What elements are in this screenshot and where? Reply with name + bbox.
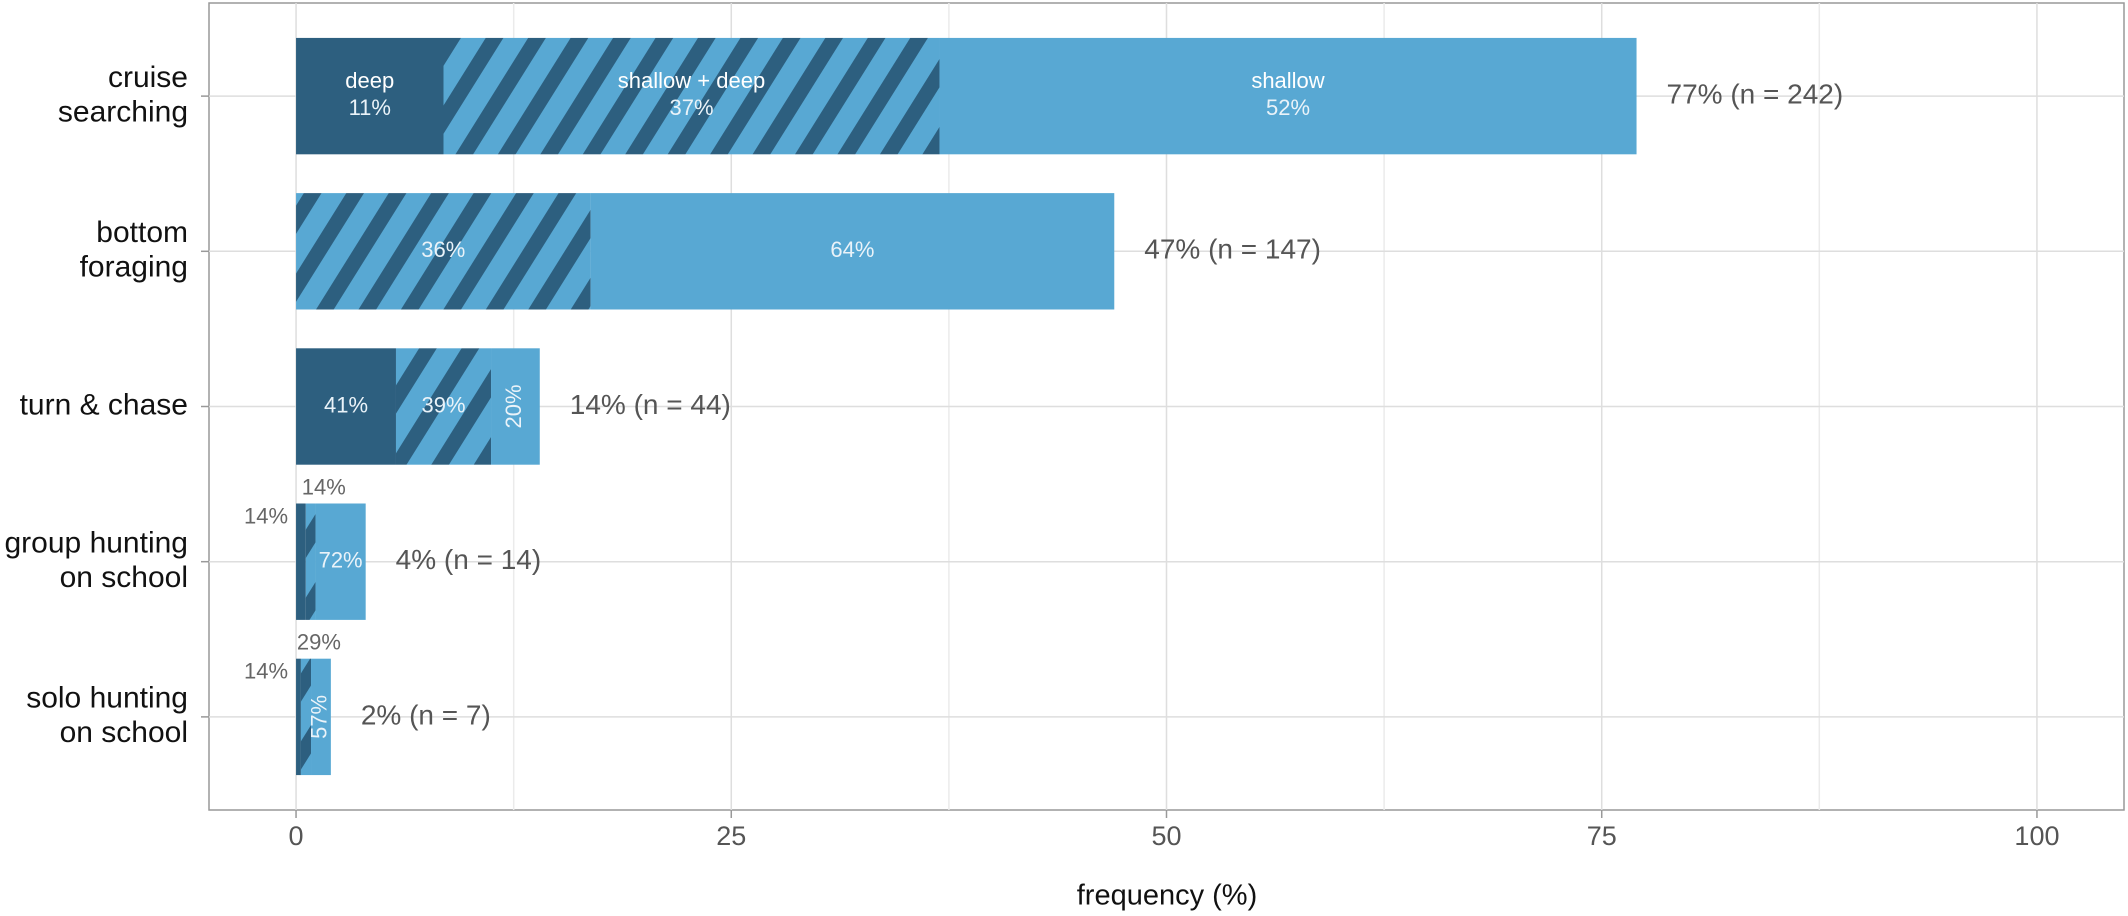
bar-segment xyxy=(939,37,1637,155)
bar-segment xyxy=(305,503,316,620)
segment-label: 14% xyxy=(244,503,288,528)
segment-label: 14% xyxy=(302,474,346,499)
segment-label: 41% xyxy=(324,392,368,417)
bar-segment xyxy=(315,503,366,620)
bar-segment xyxy=(311,658,331,776)
segment-label: 37% xyxy=(669,95,713,120)
series-name: shallow xyxy=(1251,68,1324,93)
total-label: 77% (n = 242) xyxy=(1667,79,1844,110)
y-tick-label: cruise searching xyxy=(58,61,188,129)
segment-label: 29% xyxy=(297,630,341,655)
segment-label: 11% xyxy=(349,95,391,120)
bar-segment xyxy=(296,503,306,620)
x-tick-label: 100 xyxy=(2014,821,2059,851)
segment-label: 52% xyxy=(1266,95,1310,120)
total-label: 2% (n = 7) xyxy=(361,699,491,730)
y-tick-label: group hunting on school xyxy=(5,526,189,594)
bar-segment xyxy=(296,37,444,155)
x-tick-label: 0 xyxy=(289,821,304,851)
bar-segment xyxy=(590,193,1115,310)
segment-label: 57% xyxy=(307,695,332,739)
x-axis-title: frequency (%) xyxy=(1077,880,1258,912)
bar-segment xyxy=(443,37,940,155)
y-tick-label: solo hunting on school xyxy=(26,682,188,750)
bar-segment xyxy=(300,658,312,776)
x-tick-label: 50 xyxy=(1151,821,1181,851)
total-label: 14% (n = 44) xyxy=(570,389,731,420)
segment-label: 36% xyxy=(421,237,465,262)
segment-label: 14% xyxy=(244,659,288,684)
total-label: 47% (n = 147) xyxy=(1144,234,1321,265)
segment-label: 39% xyxy=(421,392,465,417)
bar-segment xyxy=(491,348,540,465)
segment-label: 20% xyxy=(501,384,526,428)
total-label: 4% (n = 14) xyxy=(396,544,542,575)
series-name: deep xyxy=(345,68,394,93)
y-tick-label: bottom foraging xyxy=(80,216,188,283)
x-tick-label: 25 xyxy=(716,821,746,851)
segment-label: 64% xyxy=(830,237,874,262)
bar-segment xyxy=(296,658,301,776)
bar-segment xyxy=(395,348,492,465)
series-name: shallow + deep xyxy=(618,68,765,93)
y-tick-label: turn & chase xyxy=(20,388,188,421)
bar-segment xyxy=(296,193,591,310)
bar-segment xyxy=(296,348,396,465)
x-tick-label: 75 xyxy=(1587,821,1617,851)
segment-label: 72% xyxy=(319,548,363,573)
